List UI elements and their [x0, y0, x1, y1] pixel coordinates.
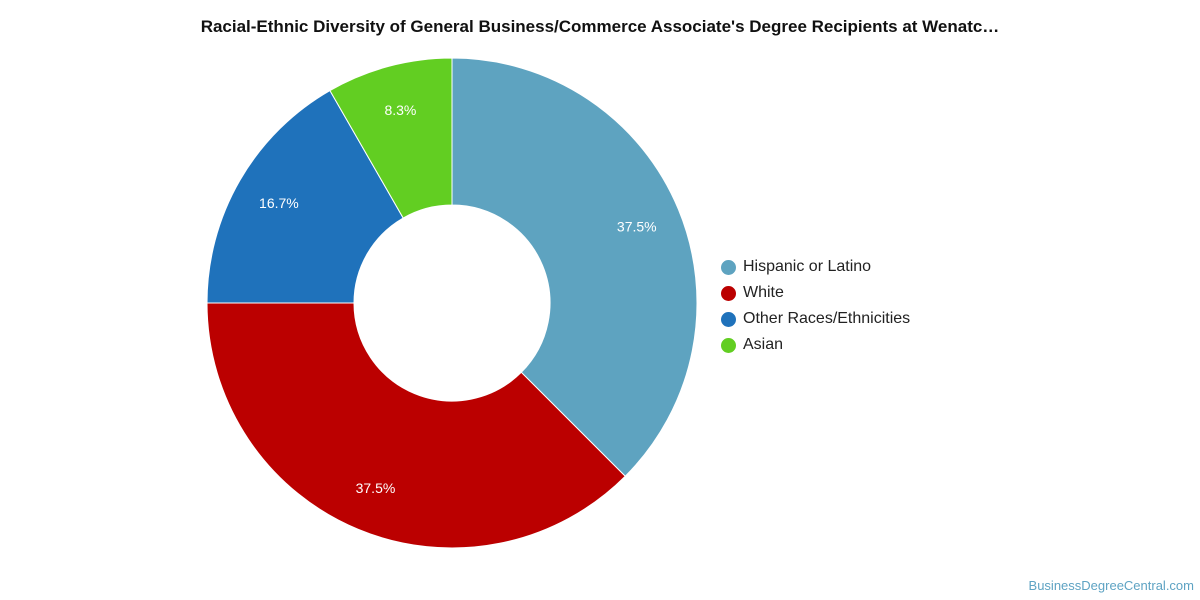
donut-slices	[206, 57, 698, 549]
slice-white[interactable]	[206, 302, 626, 549]
legend-item-hispanic-or-latino[interactable]: Hispanic or Latino	[721, 254, 910, 280]
chart-legend: Hispanic or Latino White Other Races/Eth…	[721, 254, 910, 358]
slice-label-other-races-ethnicities: 16.7%	[259, 195, 299, 211]
legend-item-asian[interactable]: Asian	[721, 332, 910, 358]
slice-asian[interactable]	[329, 57, 453, 219]
legend-swatch-other-races-ethnicities	[721, 311, 736, 327]
legend-swatch-hispanic-or-latino	[721, 259, 736, 275]
slice-hispanic-or-latino[interactable]	[451, 57, 698, 477]
site-watermark[interactable]: BusinessDegreeCentral.com	[1028, 578, 1194, 593]
legend-label-asian: Asian	[743, 336, 784, 353]
donut-slice-labels: 37.5% 37.5% 16.7% 8.3%	[259, 102, 657, 496]
chart-title: Racial-Ethnic Diversity of General Busin…	[200, 17, 1000, 36]
legend-swatch-white	[721, 285, 736, 301]
legend-swatch-asian	[721, 337, 736, 353]
slice-other-races-ethnicities[interactable]	[206, 89, 404, 304]
legend-label-white: White	[743, 284, 784, 301]
slice-label-asian: 8.3%	[384, 102, 416, 118]
slice-label-hispanic-or-latino: 37.5%	[617, 218, 657, 234]
legend-item-white[interactable]: White	[721, 280, 910, 306]
legend-item-other-races-ethnicities[interactable]: Other Races/Ethnicities	[721, 306, 910, 332]
legend-label-hispanic-or-latino: Hispanic or Latino	[743, 258, 872, 275]
slice-label-white: 37.5%	[356, 480, 396, 496]
legend-label-other-races-ethnicities: Other Races/Ethnicities	[743, 310, 911, 327]
